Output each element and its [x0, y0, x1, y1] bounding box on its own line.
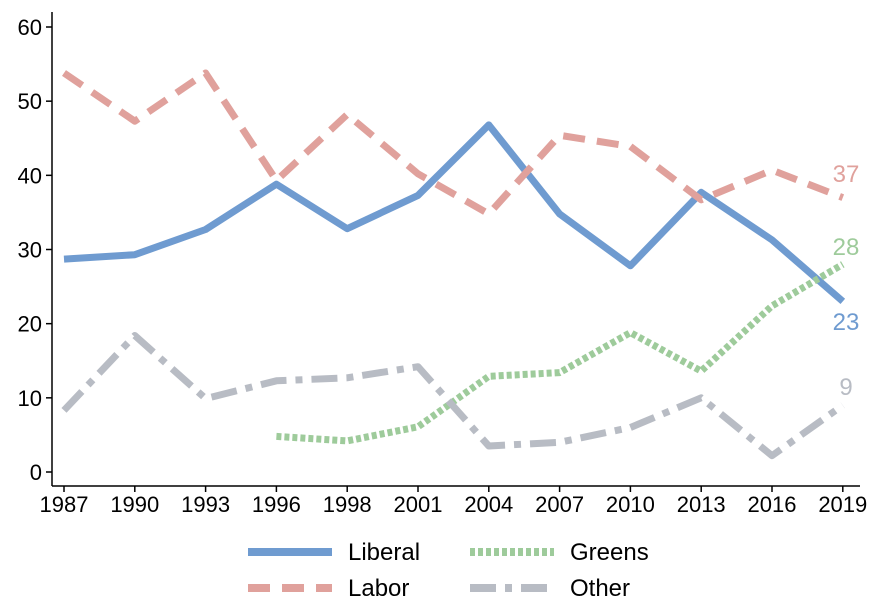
series-line-liberal — [63, 121, 846, 305]
legend: Liberal Labor Greens Other — [248, 539, 649, 602]
legend-label-labor: Labor — [348, 575, 409, 602]
legend-label-liberal: Liberal — [348, 539, 420, 566]
x-tick-label: 2010 — [606, 492, 655, 517]
legend-label-other: Other — [570, 575, 630, 602]
x-tick-label: 2019 — [818, 492, 867, 517]
end-label-liberal: 23 — [833, 309, 860, 336]
x-tick-label: 2013 — [677, 492, 726, 517]
series-line-labor — [62, 69, 845, 218]
x-tick-label: 1990 — [110, 492, 159, 517]
y-tick-label: 30 — [18, 238, 42, 263]
end-label-other: 9 — [839, 374, 852, 401]
series-line-greens — [276, 261, 845, 445]
x-axis-ticks: 1987 1990 1993 1996 1998 2001 2004 2007 2010 2013… — [40, 486, 867, 517]
end-label-labor: 37 — [833, 161, 860, 188]
y-tick-label: 60 — [18, 15, 42, 40]
legend-label-greens: Greens — [570, 539, 649, 566]
x-tick-label: 1996 — [252, 492, 301, 517]
y-tick-label: 50 — [18, 89, 42, 114]
y-tick-label: 40 — [18, 163, 42, 188]
y-tick-label: 0 — [30, 460, 42, 485]
x-tick-label: 1987 — [40, 492, 89, 517]
series-line-other — [61, 332, 845, 460]
end-labels: 23 37 28 9 — [833, 161, 860, 401]
x-tick-label: 2016 — [748, 492, 797, 517]
series-lines — [61, 69, 846, 460]
x-tick-label: 2001 — [394, 492, 443, 517]
end-label-greens: 28 — [833, 234, 860, 261]
x-tick-label: 1993 — [181, 492, 230, 517]
axes — [51, 12, 860, 487]
y-tick-label: 10 — [18, 386, 42, 411]
y-tick-label: 20 — [18, 312, 42, 337]
x-tick-label: 2004 — [464, 492, 513, 517]
y-axis-ticks: 0 10 20 30 40 50 60 — [18, 15, 52, 485]
x-tick-label: 2007 — [535, 492, 584, 517]
x-tick-label: 1998 — [323, 492, 372, 517]
